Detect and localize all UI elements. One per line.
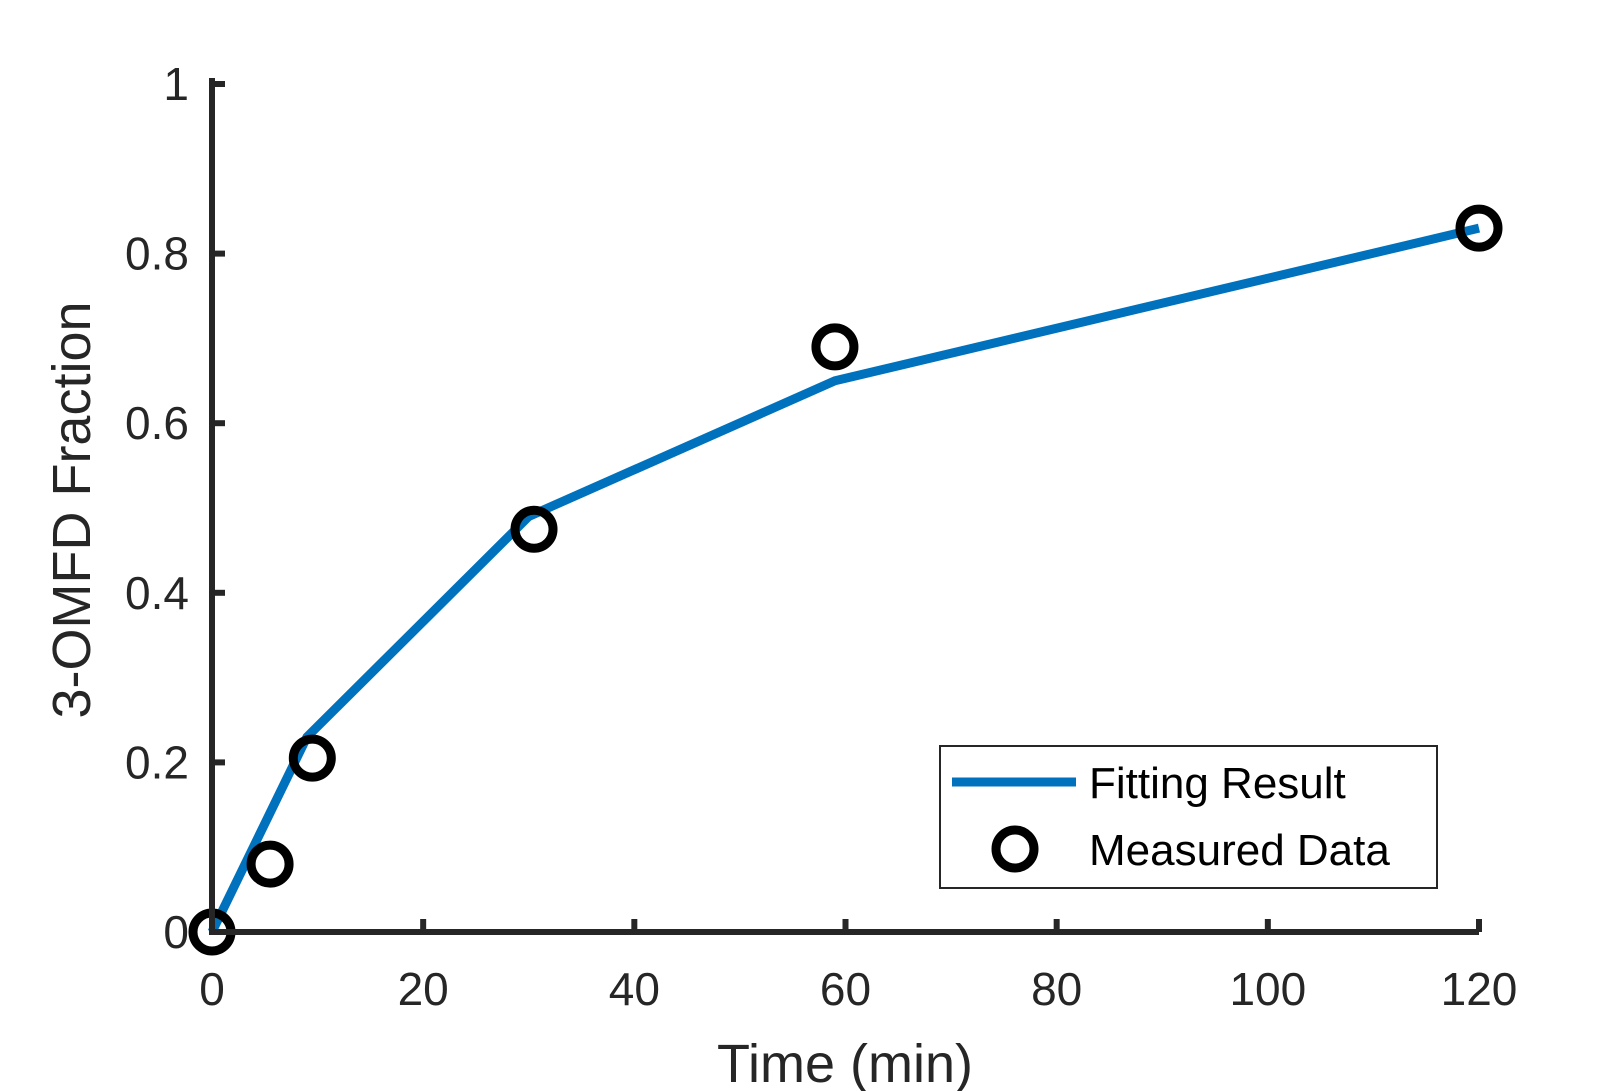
legend-marker-swatch	[991, 825, 1039, 873]
x-axis-title: Time (min)	[717, 1034, 973, 1091]
x-tick-label-4: 80	[1031, 963, 1082, 1015]
legend: Fitting Result Measured Data	[939, 745, 1438, 889]
y-tick-label-0: 0	[163, 906, 189, 958]
data-point-measured-1	[246, 840, 294, 888]
data-point-measured-2	[288, 734, 336, 782]
x-tick-label-2: 40	[609, 963, 660, 1015]
legend-label-fitting-result: Fitting Result	[1089, 759, 1346, 808]
y-axis-title: 3-OMFD Fraction	[42, 301, 102, 718]
y-tick-label-3: 0.6	[125, 397, 189, 449]
plot-area	[188, 204, 1503, 956]
x-tick-label-5: 100	[1229, 963, 1306, 1015]
y-tick-label-4: 0.8	[125, 228, 189, 280]
y-tick-label-5: 1	[163, 58, 189, 110]
y-tick-label-1: 0.2	[125, 736, 189, 788]
data-point-measured-4	[811, 323, 859, 371]
x-tick-label-0: 0	[199, 963, 225, 1015]
y-tick-label-2: 0.4	[125, 567, 189, 619]
series-line-fitting-result	[207, 223, 1481, 934]
data-point-measured-5	[1455, 204, 1503, 252]
x-tick-label-6: 120	[1441, 963, 1518, 1015]
x-tick-label-1: 20	[398, 963, 449, 1015]
ticks: 0 20 40 60 80 100 120 0 0.2 0.4 0.6 0.8 1	[125, 58, 1517, 1015]
legend-label-measured-data: Measured Data	[1089, 826, 1390, 875]
x-tick-label-3: 60	[820, 963, 871, 1015]
data-point-measured-3	[510, 505, 558, 553]
